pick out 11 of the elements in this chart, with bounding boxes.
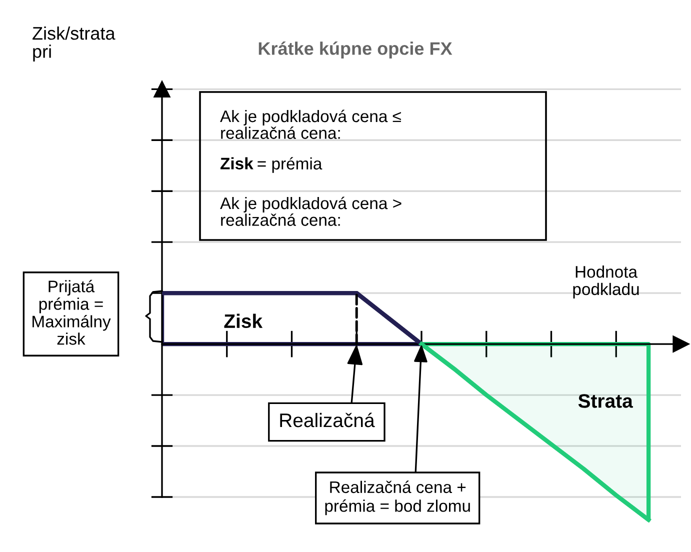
text: Ak je podkladová cena ≤ realizačná cena: (220, 110, 401, 139)
chart-title: Krátke kúpne opcie FX (258, 42, 452, 58)
x-axis-title: Hodnota podkladu (573, 266, 639, 298)
text: Zisk = prémia (220, 157, 322, 173)
series-label: Zisk (224, 314, 263, 328)
annotation: Realizačná cena + prémia = bod zlomu (325, 480, 470, 516)
text: Ak je podkladová cena > realizačná cena: (220, 196, 402, 226)
text: Zisk/strata pri (32, 26, 116, 62)
annotation: Realizačná (280, 412, 375, 428)
series-label: Strata (578, 394, 633, 408)
text: Prijatá prémia = Maximálny zisk (32, 280, 111, 345)
